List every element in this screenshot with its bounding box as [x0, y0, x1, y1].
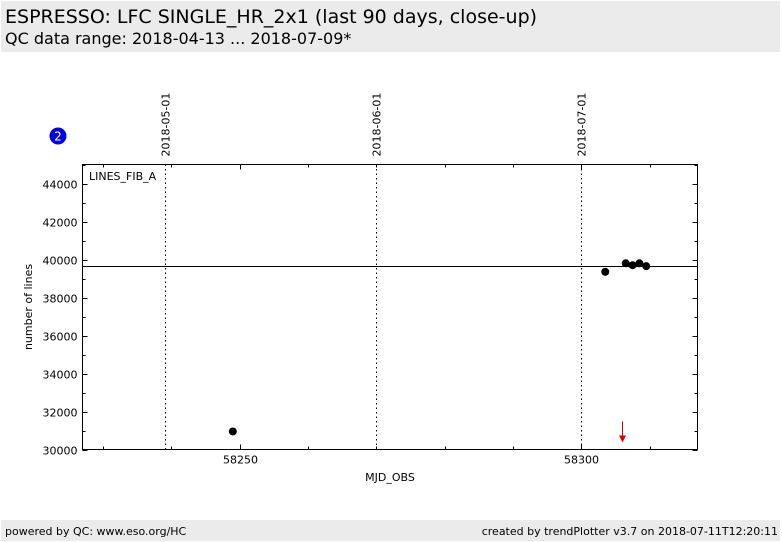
x-axis-label: MJD_OBS: [365, 471, 415, 484]
out-of-range-arrow-group: [619, 421, 626, 443]
y-tick-label: 40000: [43, 255, 78, 268]
y-tick-label: 44000: [43, 179, 78, 192]
badge: 2: [49, 127, 67, 145]
x-tick-label: 58300: [564, 454, 599, 467]
data-point: [642, 262, 651, 271]
footer-generator: created by trendPlotter v3.7 on 2018-07-…: [481, 525, 778, 538]
date-markers: 2018-05-01 2018-06-01 2018-07-01: [160, 93, 589, 450]
y-axis-label: number of lines: [22, 264, 35, 350]
y-tick-label: 32000: [43, 407, 78, 420]
date-marker-label: 2018-07-01: [576, 93, 589, 157]
y-tick-label: 42000: [43, 217, 78, 230]
data-point: [635, 259, 644, 268]
data-point: [228, 427, 237, 436]
date-marker-label: 2018-05-01: [160, 93, 173, 157]
y-axis-ticks: 30000 32000 34000 36000 38000 40000 42000 44000: [43, 165, 698, 458]
date-marker-label: 2018-06-01: [371, 93, 384, 157]
out-of-range-arrow-head: [619, 435, 626, 443]
badge-circle: [49, 127, 67, 145]
plot-frame: [82, 164, 698, 450]
header-bar: ESPRESSO: LFC SINGLE_HR_2x1 (last 90 day…: [1, 1, 780, 52]
y-tick-label: 30000: [43, 445, 78, 458]
data-point: [628, 261, 637, 270]
x-tick-label: 58250: [223, 454, 258, 467]
y-tick-label: 36000: [43, 331, 78, 344]
panel-label: LINES_FIB_A: [89, 170, 157, 183]
footer-bar: powered by QC: www.eso.org/HC created by…: [1, 520, 780, 541]
page-title: ESPRESSO: LFC SINGLE_HR_2x1 (last 90 day…: [5, 6, 538, 28]
y-tick-label: 38000: [43, 293, 78, 306]
footer-credit: powered by QC: www.eso.org/HC: [5, 525, 187, 538]
y-tick-label: 34000: [43, 369, 78, 382]
badge-number: 2: [54, 130, 62, 144]
data-point: [621, 259, 630, 268]
x-axis-ticks: 58250 58300: [103, 164, 651, 467]
page-subtitle: QC data range: 2018-04-13 ... 2018-07-09…: [5, 29, 352, 48]
data-points: [228, 259, 651, 436]
data-point: [601, 267, 610, 276]
